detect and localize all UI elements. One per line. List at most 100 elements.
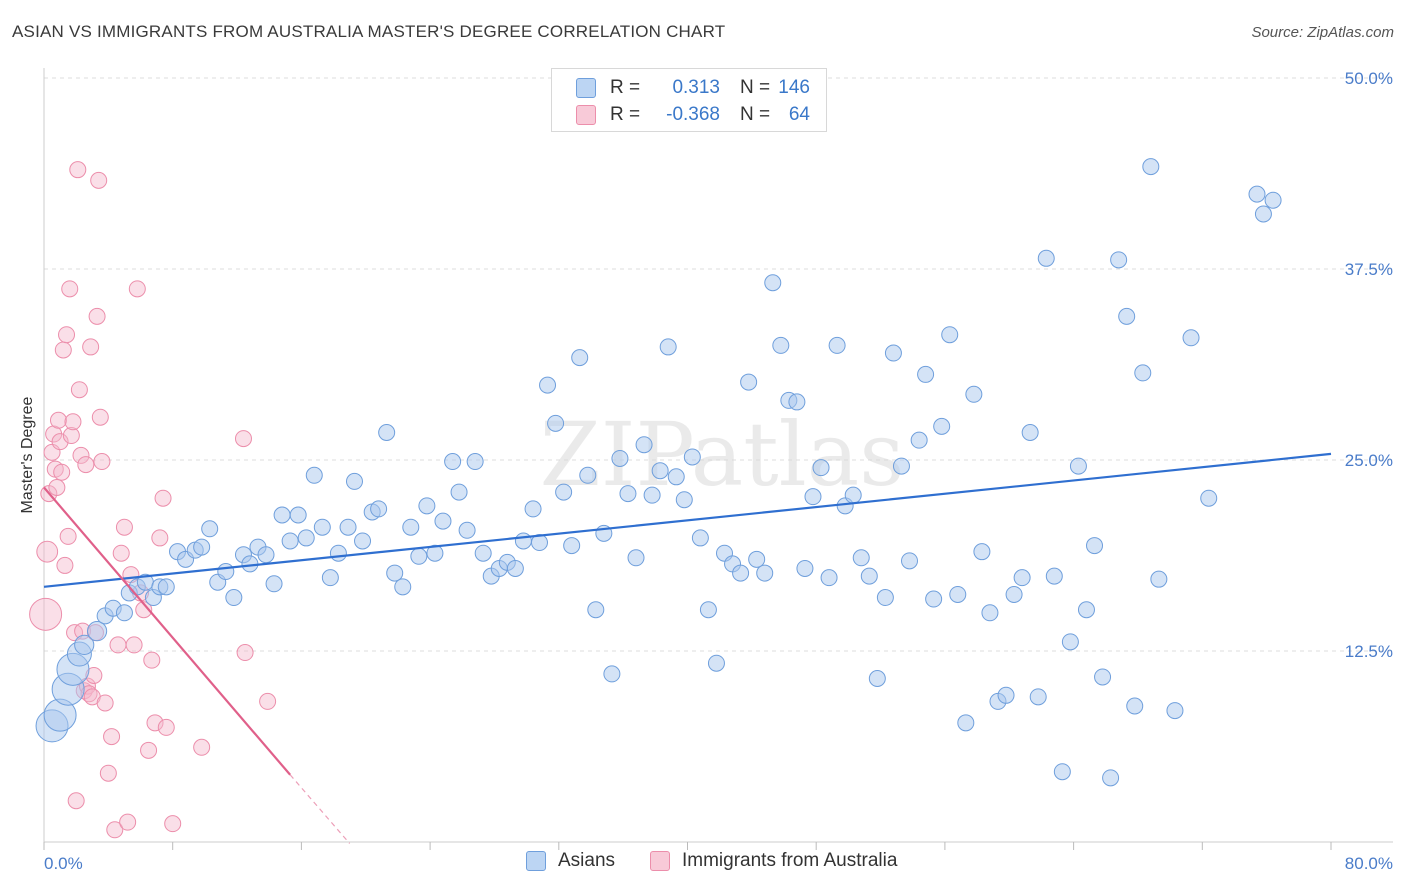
data-point-asian xyxy=(619,485,637,503)
data-point-asian xyxy=(1021,423,1039,441)
data-point-australia xyxy=(90,171,108,189)
data-point-australia xyxy=(29,597,63,631)
data-point-asian xyxy=(820,569,838,587)
data-point-asian xyxy=(281,532,299,550)
legend-swatch-asians xyxy=(576,78,596,98)
data-point-australia xyxy=(61,280,79,298)
data-point-asian xyxy=(635,436,653,454)
data-point-asian xyxy=(1200,489,1218,507)
data-point-asian xyxy=(1182,329,1200,347)
data-point-asian xyxy=(603,665,621,683)
series-immigrants-from-australia xyxy=(29,161,277,839)
data-point-asian xyxy=(297,529,315,547)
trend-lines xyxy=(43,452,1332,844)
data-point-australia xyxy=(93,453,111,471)
data-point-asian xyxy=(917,365,935,383)
data-point-asian xyxy=(1254,205,1272,223)
legend-r-value: -0.368 xyxy=(666,104,720,125)
data-point-australia xyxy=(69,161,87,179)
data-point-asian xyxy=(1102,769,1120,787)
data-point-asian xyxy=(289,506,307,524)
data-point-australia xyxy=(99,764,117,782)
data-point-asian xyxy=(1150,570,1168,588)
data-point-asian xyxy=(699,601,717,619)
data-point-asian xyxy=(965,385,983,403)
data-point-australia xyxy=(115,518,133,536)
data-point-asian xyxy=(949,585,967,603)
data-point-asian xyxy=(217,563,235,581)
data-point-australia xyxy=(88,307,106,325)
data-point-asian xyxy=(957,714,975,732)
data-point-asian xyxy=(748,550,766,568)
data-point-asian xyxy=(1077,601,1095,619)
bottom-legend-australia[interactable]: Immigrants from Australia xyxy=(650,850,897,872)
legend-n-value: 146 xyxy=(778,77,810,98)
data-point-australia xyxy=(56,556,74,574)
data-point-asian xyxy=(860,567,878,585)
data-point-asian xyxy=(410,547,428,565)
data-point-asian xyxy=(643,486,661,504)
data-point-asian xyxy=(524,500,542,518)
legend-n-label: N = xyxy=(740,77,771,98)
data-point-asian xyxy=(587,601,605,619)
data-point-asian xyxy=(1118,307,1136,325)
data-point-asian xyxy=(691,529,709,547)
data-point-asian xyxy=(563,537,581,555)
data-point-australia xyxy=(259,692,277,710)
data-point-asian xyxy=(981,604,999,622)
data-point-asian xyxy=(683,448,701,466)
data-point-asian xyxy=(1166,702,1184,720)
x-tick-label: 80.0% xyxy=(1345,854,1393,873)
data-point-asian xyxy=(796,559,814,577)
source-label: Source: ZipAtlas.com xyxy=(1251,24,1394,41)
data-point-australia xyxy=(234,430,252,448)
data-point-asian xyxy=(305,466,323,484)
data-point-australia xyxy=(77,456,95,474)
data-point-asian xyxy=(1061,633,1079,651)
data-point-asian xyxy=(386,564,404,582)
legend-swatch-asians xyxy=(526,851,546,871)
data-point-asian xyxy=(450,483,468,501)
data-point-australia xyxy=(72,446,90,464)
data-point-asian xyxy=(910,431,928,449)
data-point-australia xyxy=(157,718,175,736)
data-point-asian xyxy=(86,621,108,642)
data-point-asian xyxy=(941,326,959,344)
data-point-asian xyxy=(225,589,243,607)
data-point-asian xyxy=(844,486,862,504)
data-point-australia xyxy=(236,644,254,662)
data-point-australia xyxy=(106,821,124,839)
data-point-asian xyxy=(265,575,283,593)
data-point-australia xyxy=(146,714,164,732)
data-point-asian xyxy=(611,449,629,467)
data-point-asian xyxy=(901,552,919,570)
bottom-legend-asians-label: Asians xyxy=(558,850,616,871)
data-point-asian xyxy=(1029,688,1047,706)
data-point-asian xyxy=(1110,251,1128,269)
data-point-australia xyxy=(62,427,80,445)
data-point-asian xyxy=(1037,249,1055,267)
data-point-australia xyxy=(54,341,72,359)
data-point-asian xyxy=(201,520,219,538)
data-point-australia xyxy=(59,527,77,545)
data-point-australia xyxy=(128,280,146,298)
data-point-asian xyxy=(466,453,484,471)
data-point-asian xyxy=(474,544,492,562)
data-point-australia xyxy=(112,544,130,562)
data-point-asian xyxy=(772,336,790,354)
legend-row-asians: R = 0.313 N = 146 xyxy=(552,75,810,101)
legend-n-label: N = xyxy=(740,104,771,125)
trend-line-australia xyxy=(43,486,291,776)
data-point-asian xyxy=(675,491,693,509)
data-point-asian xyxy=(418,497,436,515)
trend-line-australia-extension xyxy=(289,774,351,844)
data-point-australia xyxy=(67,792,85,810)
y-tick-label: 37.5% xyxy=(1345,260,1393,279)
legend-row-australia: R = -0.368 N = 64 xyxy=(552,102,810,128)
data-point-australia xyxy=(193,738,211,756)
bottom-legend-asians[interactable]: Asians xyxy=(526,850,615,872)
data-point-asian xyxy=(157,578,175,596)
data-point-australia xyxy=(143,651,161,669)
data-point-asian xyxy=(273,506,291,524)
